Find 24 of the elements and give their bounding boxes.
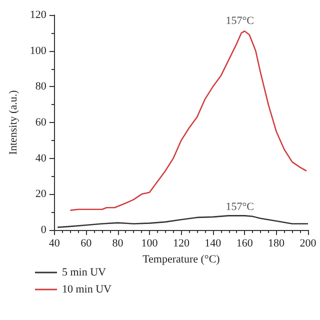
y-tick-label: 60 — [35, 116, 47, 128]
legend-label: 5 min UV — [62, 266, 106, 278]
legend-label: 10 min UV — [62, 284, 112, 296]
x-tick-label: 40 — [48, 238, 60, 250]
y-tick-label: 120 — [30, 9, 47, 21]
y-tick-label: 80 — [35, 80, 47, 93]
annotation: 157°C — [226, 201, 254, 214]
x-axis-title: Temperature (°C) — [142, 253, 220, 266]
x-tick-label: 60 — [80, 238, 92, 250]
y-tick-label: 20 — [35, 188, 47, 200]
x-tick-label: 200 — [300, 238, 317, 250]
line-series — [56, 215, 309, 228]
x-tick-label: 160 — [236, 238, 254, 250]
x-tick-label: 180 — [268, 238, 286, 250]
line-series — [70, 30, 308, 211]
y-axis-title: Intensity (a.u.) — [8, 90, 20, 155]
x-tick-label: 100 — [141, 238, 158, 250]
x-tick-label: 140 — [204, 238, 222, 250]
y-tick-label: 40 — [35, 152, 47, 164]
x-tick-label: 80 — [112, 238, 124, 250]
y-tick-label: 0 — [40, 224, 47, 236]
x-tick-label: 120 — [172, 238, 190, 250]
y-tick-label: 100 — [30, 44, 47, 57]
annotation: 157°C — [226, 14, 254, 27]
